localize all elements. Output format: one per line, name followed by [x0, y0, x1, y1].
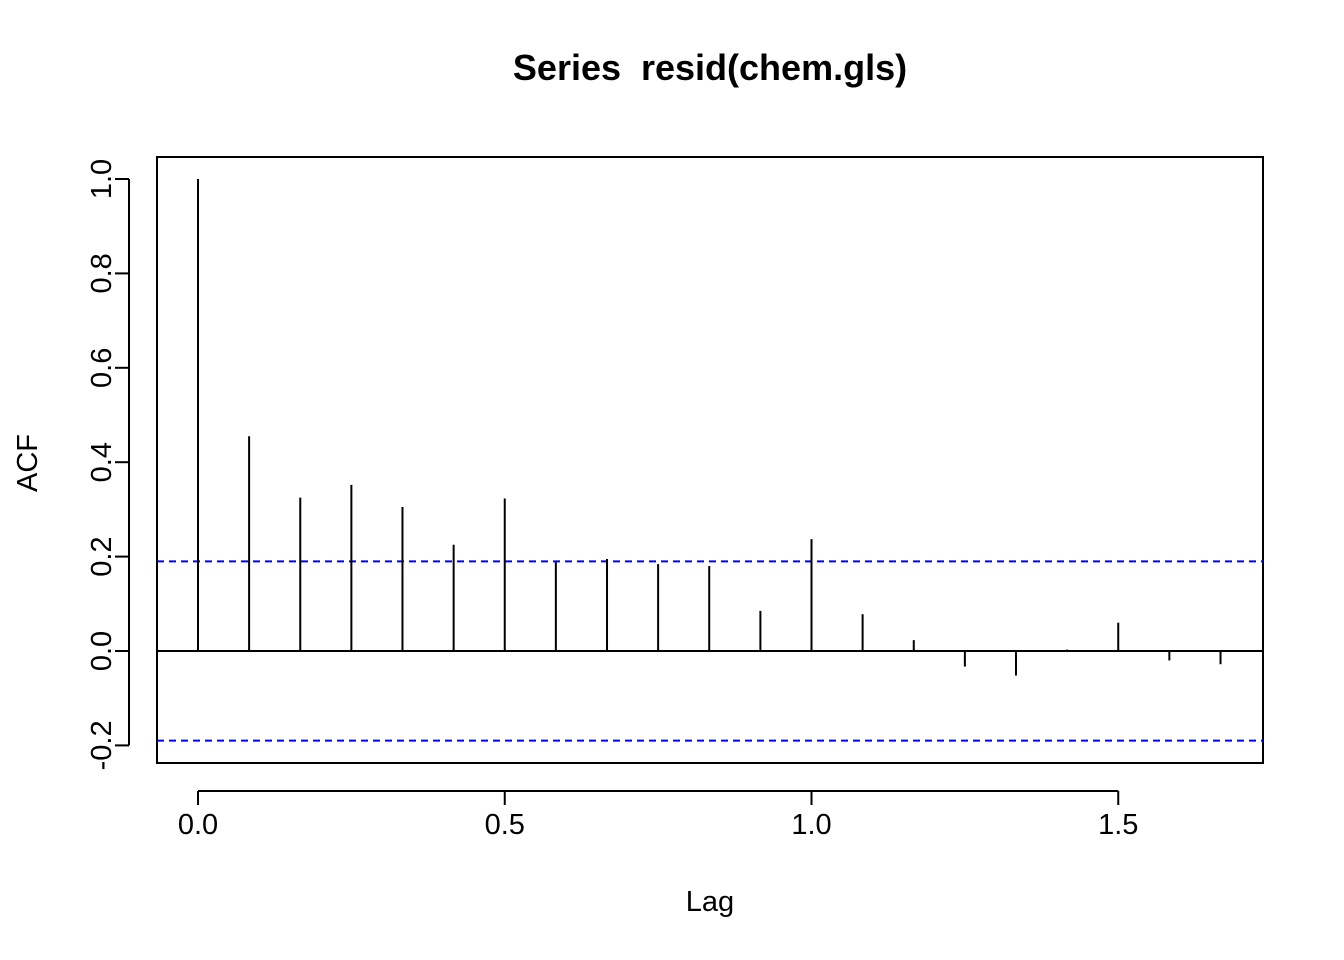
x-tick-label: 1.0 — [791, 809, 831, 841]
y-tick-label: 1.0 — [86, 159, 118, 199]
x-tick-label: 0.5 — [485, 809, 525, 841]
x-tick-label: 1.5 — [1098, 809, 1138, 841]
y-tick-label: 0.0 — [86, 631, 118, 671]
plot-frame — [156, 156, 1264, 764]
y-tick-label: 0.2 — [86, 536, 118, 576]
y-axis-label: ACF — [12, 434, 44, 492]
y-tick-label: -0.2 — [86, 720, 118, 770]
plot-area: 0.0 0.5 1.0 1.5 -0.2 0.0 0.2 0.4 0.6 0.8 1.0 — [86, 156, 1264, 841]
y-tick-label: 0.4 — [86, 442, 118, 482]
y-tick-label: 0.6 — [86, 348, 118, 388]
x-axis-label: Lag — [686, 886, 734, 918]
y-tick-label: 0.8 — [86, 253, 118, 293]
x-tick-label: 0.0 — [178, 809, 218, 841]
chart-title: Series resid(chem.gls) — [513, 47, 907, 88]
